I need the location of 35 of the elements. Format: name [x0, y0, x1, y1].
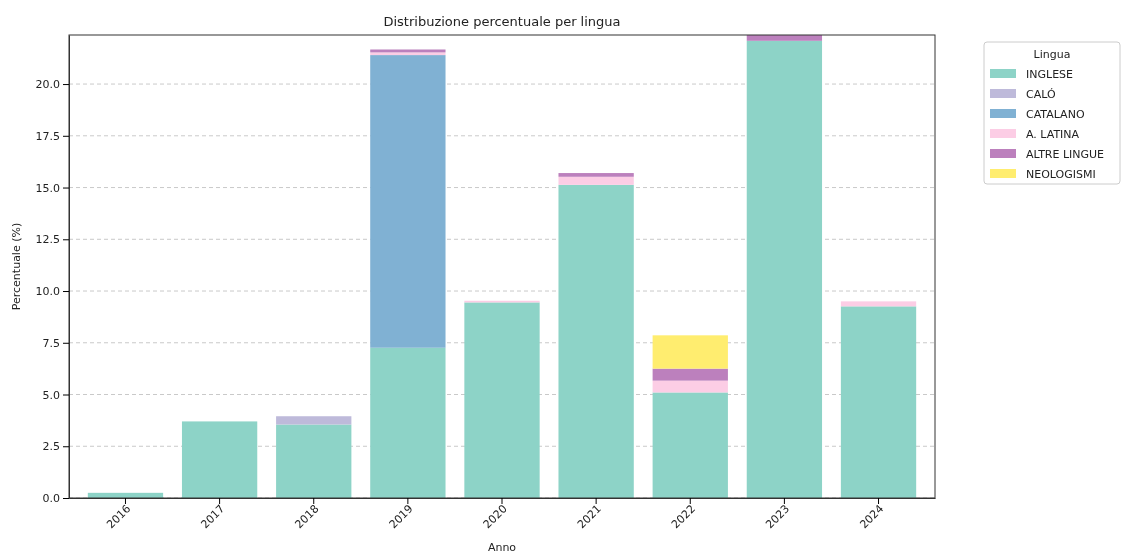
bar	[840, 306, 917, 498]
legend-label: NEOLOGISMI	[1026, 168, 1096, 181]
y-tick-label: 15.0	[35, 181, 60, 195]
legend-label: A. LATINA	[1026, 128, 1080, 141]
y-axis-title: Percentuale (%)	[10, 222, 23, 311]
x-axis-title: Anno	[487, 541, 517, 554]
y-tick-label: 20.0	[35, 78, 60, 92]
y-tick-label: 5.0	[42, 388, 60, 402]
legend-label: CATALANO	[1026, 108, 1085, 121]
bar	[840, 301, 917, 307]
legend-title: Lingua	[1033, 48, 1071, 61]
bar	[276, 416, 352, 425]
y-tick-label: 0.0	[42, 492, 60, 506]
bar	[746, 40, 823, 498]
legend-label: INGLESE	[1026, 68, 1074, 81]
bar	[558, 184, 634, 498]
bar	[652, 368, 728, 381]
y-tick-label: 17.5	[35, 129, 60, 143]
bar	[652, 335, 728, 369]
bar	[464, 302, 540, 498]
bar	[652, 380, 728, 393]
legend-label: ALTRE LINGUE	[1026, 148, 1105, 161]
y-tick-label: 12.5	[35, 233, 60, 247]
bar	[652, 392, 728, 498]
bar	[370, 347, 446, 498]
bar	[181, 421, 258, 498]
y-tick-label: 10.0	[35, 285, 60, 299]
bar	[558, 176, 634, 185]
y-tick-label: 2.5	[42, 440, 60, 454]
legend-label: CALÓ	[1026, 88, 1056, 101]
bar	[276, 424, 352, 498]
bar	[558, 173, 634, 177]
y-tick-label: 7.5	[42, 336, 60, 350]
bar	[370, 55, 446, 348]
chart-title: Distribuzione percentuale per lingua	[383, 14, 621, 29]
